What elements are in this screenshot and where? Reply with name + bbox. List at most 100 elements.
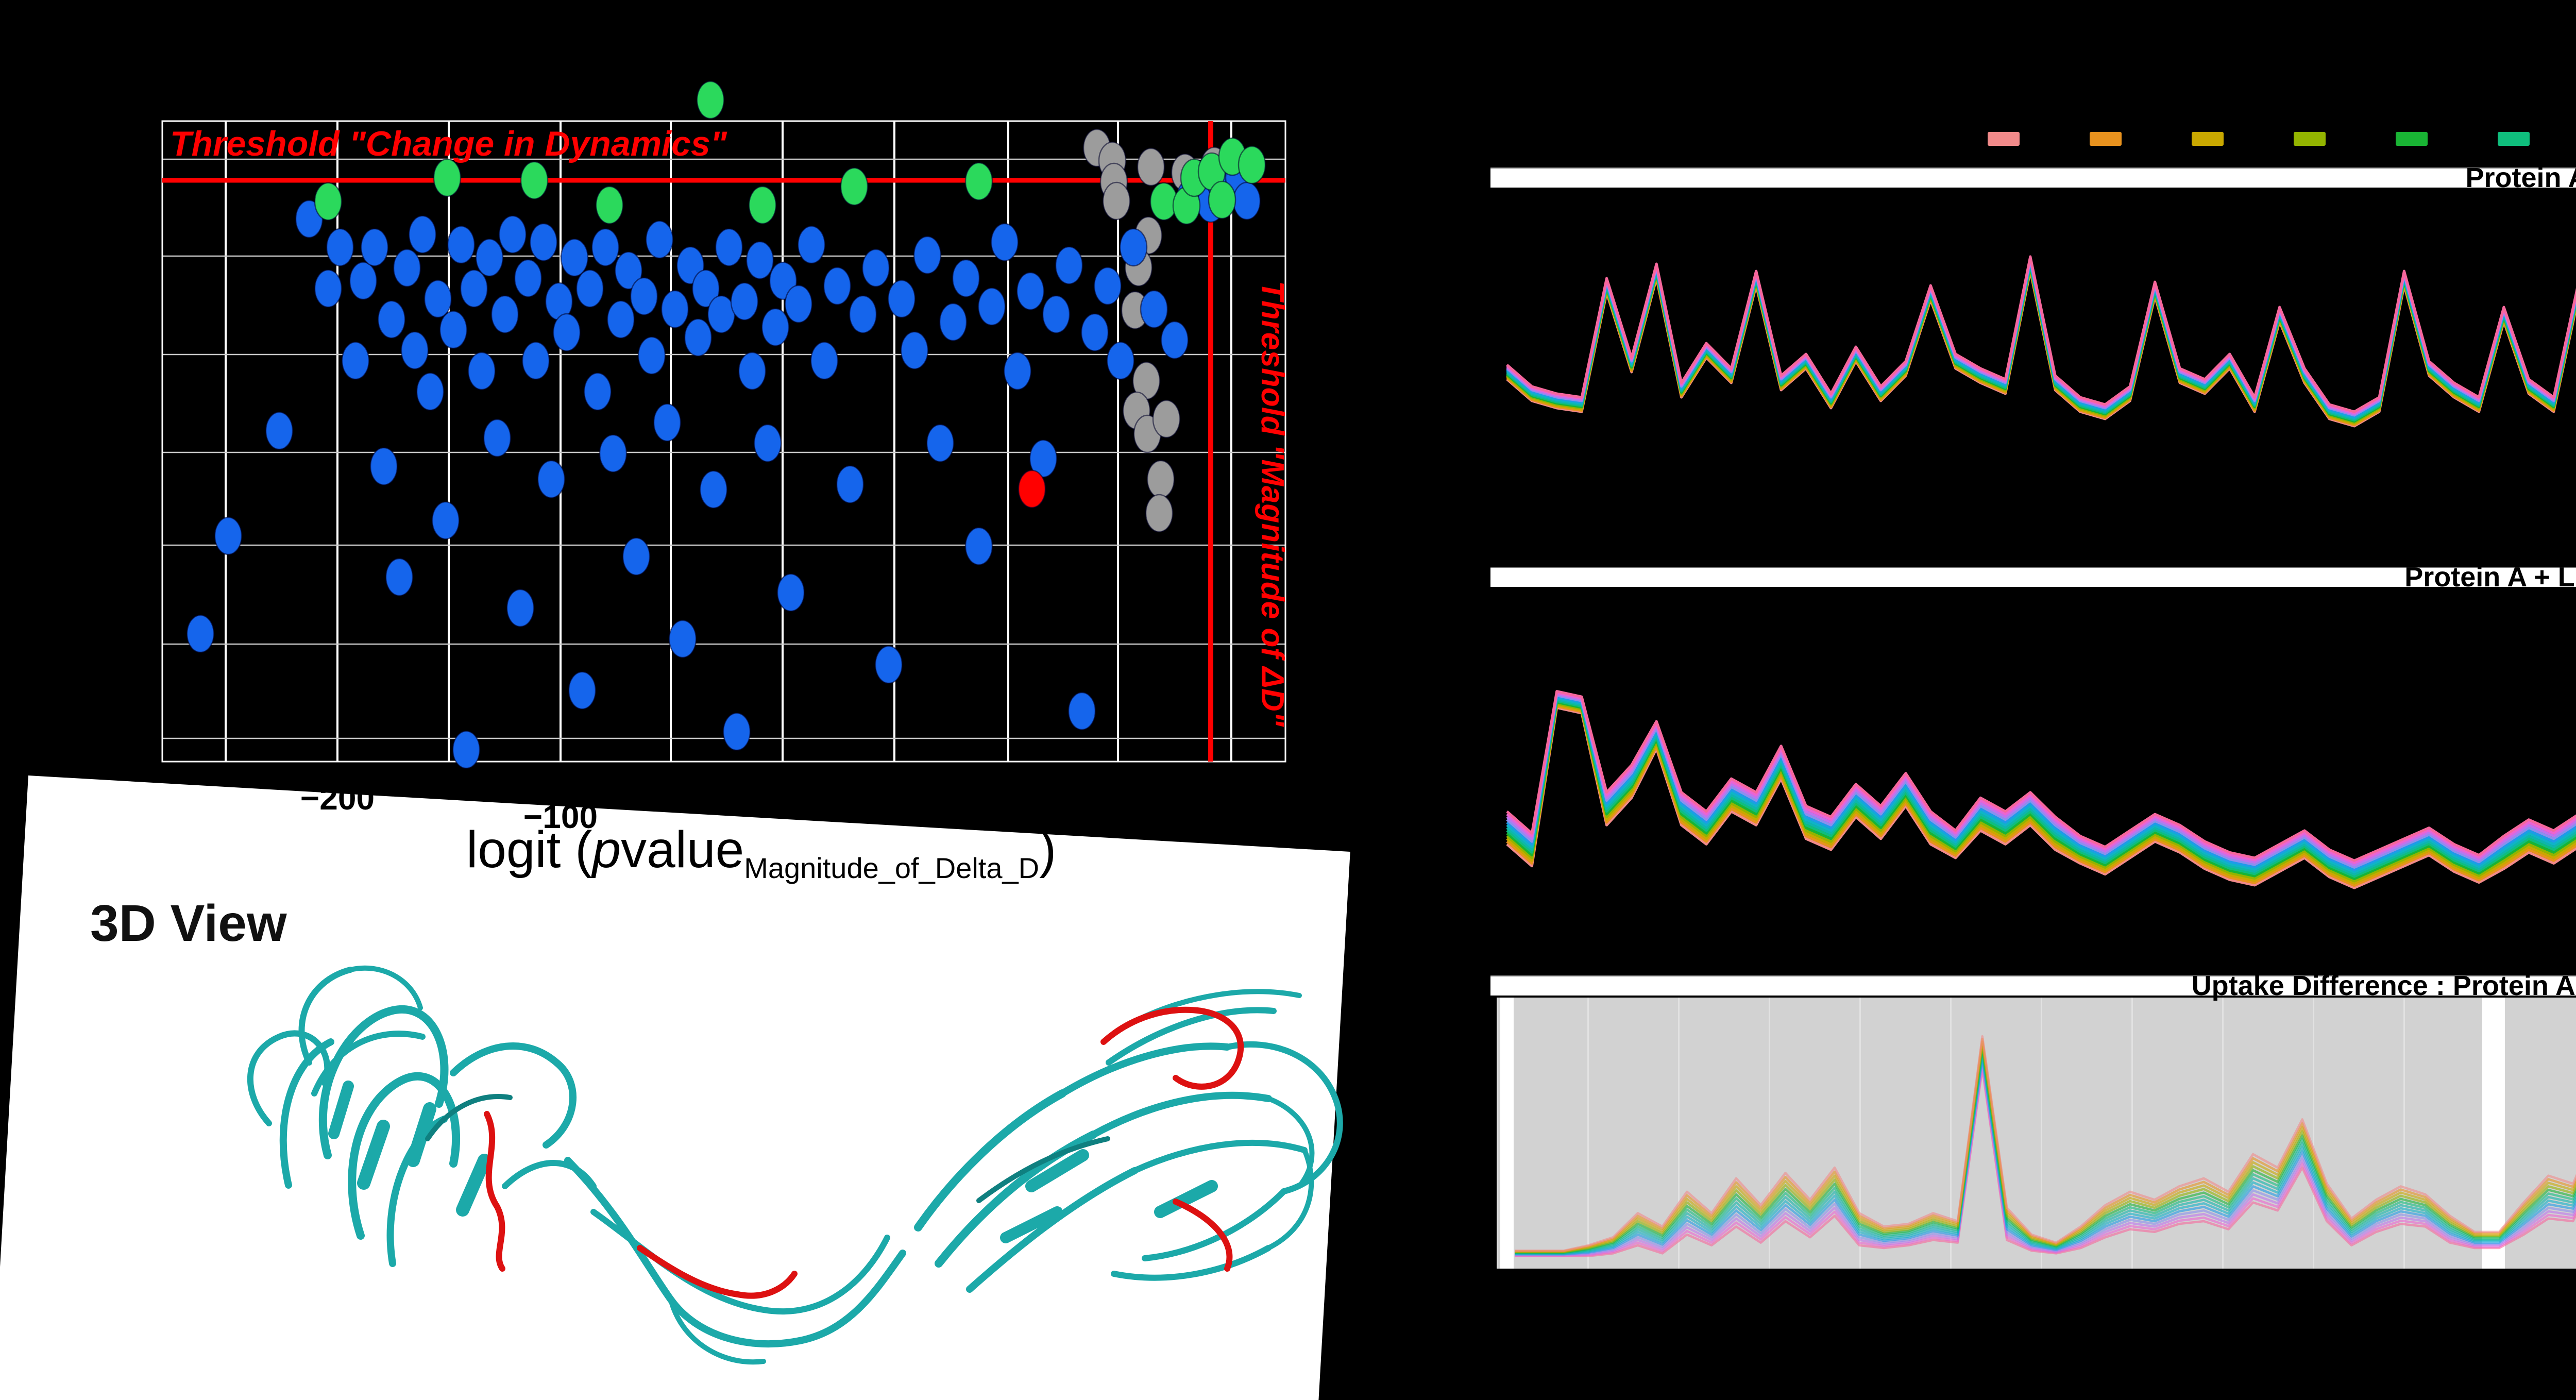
- volcano-point-blue[interactable]: [475, 238, 504, 277]
- legend-swatch-2[interactable]: [2090, 132, 2122, 146]
- volcano-point-blue[interactable]: [769, 261, 798, 300]
- volcano-point-blue[interactable]: [1225, 158, 1253, 197]
- volcano-point-gray[interactable]: [1122, 391, 1151, 430]
- volcano-point-blue[interactable]: [730, 282, 759, 321]
- volcano-point-green[interactable]: [1180, 158, 1209, 197]
- volcano-point-blue[interactable]: [900, 331, 929, 370]
- uptake-series-6[interactable]: [1506, 665, 2576, 878]
- volcano-point-blue[interactable]: [645, 220, 674, 259]
- uptake-series-7[interactable]: [1506, 249, 2576, 420]
- volcano-point-green[interactable]: [314, 182, 343, 221]
- volcano-point-blue[interactable]: [1176, 179, 1205, 218]
- volcano-point-blue[interactable]: [990, 223, 1019, 262]
- uptake-series-6[interactable]: [1506, 252, 2576, 421]
- volcano-point-gray[interactable]: [1132, 361, 1161, 400]
- volcano-point-gray[interactable]: [1176, 162, 1205, 201]
- volcano-point-blue[interactable]: [1232, 181, 1261, 221]
- volcano-point-blue[interactable]: [341, 341, 370, 380]
- volcano-point-blue[interactable]: [537, 460, 566, 499]
- volcano-point-blue[interactable]: [583, 372, 612, 411]
- legend-swatch-3[interactable]: [2192, 132, 2224, 146]
- volcano-point-green[interactable]: [433, 158, 462, 197]
- uptake-series-11[interactable]: [1506, 659, 2576, 867]
- volcano-point-blue[interactable]: [431, 501, 460, 540]
- volcano-point-blue[interactable]: [552, 313, 581, 352]
- volcano-point-blue[interactable]: [400, 331, 429, 370]
- uptake-series-9[interactable]: [1506, 243, 2576, 418]
- volcano-point-gray[interactable]: [1098, 141, 1127, 180]
- volcano-point-gray[interactable]: [1082, 128, 1111, 167]
- volcano-point-blue[interactable]: [753, 424, 782, 463]
- uptake-series-1[interactable]: [1506, 267, 2576, 459]
- volcano-point-gray[interactable]: [1152, 399, 1181, 438]
- uptake-series-2[interactable]: [1506, 264, 2576, 449]
- volcano-point-gray[interactable]: [1124, 248, 1153, 287]
- volcano-point-blue[interactable]: [668, 619, 697, 659]
- volcano-point-blue[interactable]: [849, 295, 877, 334]
- volcano-point-red[interactable]: [1018, 469, 1046, 509]
- volcano-point-gray[interactable]: [1145, 494, 1174, 533]
- volcano-point-blue[interactable]: [964, 527, 993, 566]
- volcano-point-gray[interactable]: [1134, 216, 1163, 255]
- volcano-point-blue[interactable]: [776, 573, 805, 612]
- volcano-point-blue[interactable]: [214, 516, 243, 555]
- volcano-point-green[interactable]: [964, 162, 993, 201]
- volcano-point-blue[interactable]: [977, 287, 1006, 326]
- volcano-point-gray[interactable]: [1146, 460, 1175, 499]
- volcano-point-blue[interactable]: [393, 248, 421, 288]
- volcano-point-blue[interactable]: [1067, 691, 1096, 731]
- volcano-point-blue[interactable]: [369, 447, 398, 486]
- volcano-point-blue[interactable]: [186, 614, 215, 653]
- legend-swatch-5[interactable]: [2396, 132, 2428, 146]
- volcano-point-gray[interactable]: [1200, 146, 1229, 185]
- volcano-point-blue[interactable]: [836, 465, 865, 504]
- volcano-point-blue[interactable]: [699, 470, 728, 509]
- uptake-series-4[interactable]: [1506, 668, 2576, 883]
- volcano-point-blue[interactable]: [630, 277, 658, 316]
- volcano-point-blue[interactable]: [1093, 266, 1122, 306]
- uptake-series-10[interactable]: [1506, 660, 2576, 869]
- volcano-point-blue[interactable]: [660, 290, 689, 329]
- volcano-point-blue[interactable]: [521, 341, 550, 380]
- volcano-point-blue[interactable]: [887, 279, 916, 318]
- volcano-point-blue[interactable]: [810, 341, 839, 380]
- volcano-point-green[interactable]: [1172, 186, 1201, 225]
- volcano-point-blue[interactable]: [939, 302, 968, 342]
- volcano-point-blue[interactable]: [861, 248, 890, 288]
- volcano-point-blue[interactable]: [606, 300, 635, 339]
- uptake-series-8[interactable]: [1506, 246, 2576, 419]
- volcano-point-green[interactable]: [1238, 145, 1266, 184]
- volcano-point-blue[interactable]: [416, 372, 445, 411]
- volcano-point-green[interactable]: [1197, 152, 1226, 191]
- volcano-point-blue[interactable]: [506, 588, 535, 628]
- volcano-point-blue[interactable]: [295, 199, 324, 239]
- uptake-series-1[interactable]: [1506, 672, 2576, 889]
- legend-swatch-4[interactable]: [2294, 132, 2326, 146]
- volcano-point-blue[interactable]: [1186, 166, 1215, 205]
- volcano-point-green[interactable]: [595, 185, 624, 225]
- volcano-point-blue[interactable]: [761, 308, 790, 347]
- uptake-series-8[interactable]: [1506, 663, 2576, 873]
- volcano-point-blue[interactable]: [1003, 351, 1032, 391]
- volcano-point-blue[interactable]: [684, 318, 713, 357]
- legend-swatch-1[interactable]: [1988, 132, 2020, 146]
- volcano-point-blue[interactable]: [722, 712, 751, 751]
- volcano-point-blue[interactable]: [913, 235, 942, 275]
- volcano-point-blue[interactable]: [1119, 228, 1148, 267]
- volcano-point-blue[interactable]: [926, 424, 955, 463]
- volcano-point-blue[interactable]: [575, 269, 604, 308]
- volcano-point-gray[interactable]: [1099, 162, 1128, 201]
- volcano-point-blue[interactable]: [1042, 295, 1071, 334]
- volcano-point-gray[interactable]: [1171, 153, 1199, 192]
- volcano-point-blue[interactable]: [490, 295, 519, 334]
- volcano-point-blue[interactable]: [614, 251, 643, 290]
- volcano-point-blue[interactable]: [1106, 341, 1135, 380]
- volcano-point-gray[interactable]: [1133, 414, 1162, 453]
- volcano-point-green[interactable]: [1208, 180, 1236, 220]
- volcano-point-blue[interactable]: [447, 225, 476, 264]
- uptake-series-13[interactable]: [1506, 656, 2576, 862]
- volcano-point-blue[interactable]: [874, 645, 903, 684]
- uptake-series-9[interactable]: [1506, 661, 2576, 871]
- volcano-point-blue[interactable]: [1029, 439, 1058, 478]
- volcano-point-blue[interactable]: [385, 558, 414, 597]
